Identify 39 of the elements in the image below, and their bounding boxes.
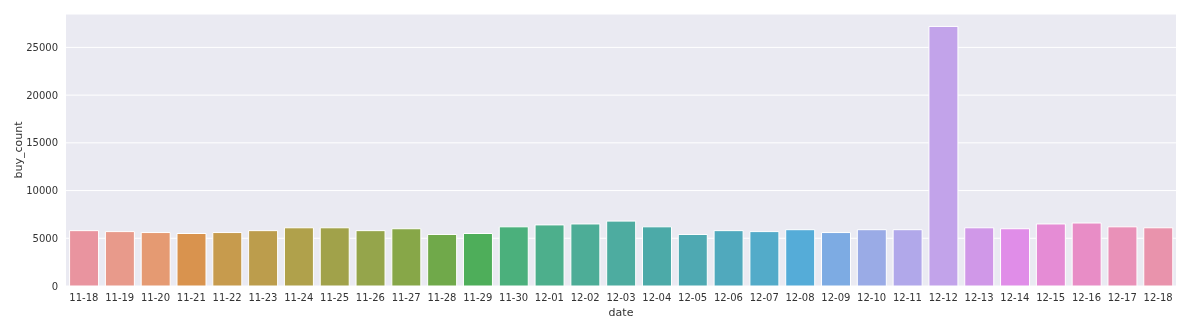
x-tick-label: 12-12 bbox=[928, 292, 958, 304]
x-tick-label: 12-15 bbox=[1036, 292, 1066, 304]
y-tick-label: 25000 bbox=[26, 41, 58, 53]
y-tick-label: 5000 bbox=[32, 232, 58, 244]
y-axis-title: buy_count bbox=[11, 120, 25, 179]
x-tick-label: 11-24 bbox=[284, 292, 314, 304]
x-tick-label: 12-08 bbox=[785, 292, 815, 304]
x-tick-label: 12-13 bbox=[964, 292, 994, 304]
x-tick-label: 12-02 bbox=[570, 292, 600, 304]
x-tick-label: 11-19 bbox=[105, 292, 135, 304]
x-tick-label: 12-10 bbox=[857, 292, 887, 304]
x-tick-label: 12-14 bbox=[1000, 292, 1030, 304]
x-tick-label: 11-21 bbox=[176, 292, 206, 304]
x-tick-label: 12-05 bbox=[678, 292, 708, 304]
x-tick-label: 12-04 bbox=[642, 292, 672, 304]
x-tick-label: 11-28 bbox=[427, 292, 457, 304]
x-tick-label: 11-27 bbox=[391, 292, 421, 304]
y-tick-label: 0 bbox=[51, 280, 58, 292]
x-tick-label: 12-03 bbox=[606, 292, 636, 304]
x-tick-label: 11-22 bbox=[212, 292, 242, 304]
x-tick-label: 11-30 bbox=[499, 292, 529, 304]
y-tick-label: 20000 bbox=[26, 89, 58, 101]
x-tick-label: 12-01 bbox=[534, 292, 564, 304]
x-tick-label: 11-29 bbox=[463, 292, 493, 304]
x-tick-label: 12-09 bbox=[821, 292, 851, 304]
x-tick-label: 12-17 bbox=[1107, 292, 1137, 304]
x-tick-label: 11-26 bbox=[355, 292, 385, 304]
x-tick-label: 12-18 bbox=[1143, 292, 1173, 304]
x-axis-title: date bbox=[608, 306, 634, 319]
x-tick-label: 11-18 bbox=[69, 292, 99, 304]
x-tick-label: 12-16 bbox=[1071, 292, 1102, 304]
x-tick-label: 12-11 bbox=[892, 292, 922, 304]
x-tick-label: 12-06 bbox=[713, 292, 743, 304]
y-tick-label: 15000 bbox=[26, 137, 58, 149]
y-tick-label: 10000 bbox=[26, 185, 58, 197]
x-tick-label: 11-20 bbox=[140, 292, 171, 304]
x-tick-label: 11-23 bbox=[248, 292, 278, 304]
x-tick-label: 11-25 bbox=[320, 292, 350, 304]
x-tick-label: 12-07 bbox=[749, 292, 779, 304]
